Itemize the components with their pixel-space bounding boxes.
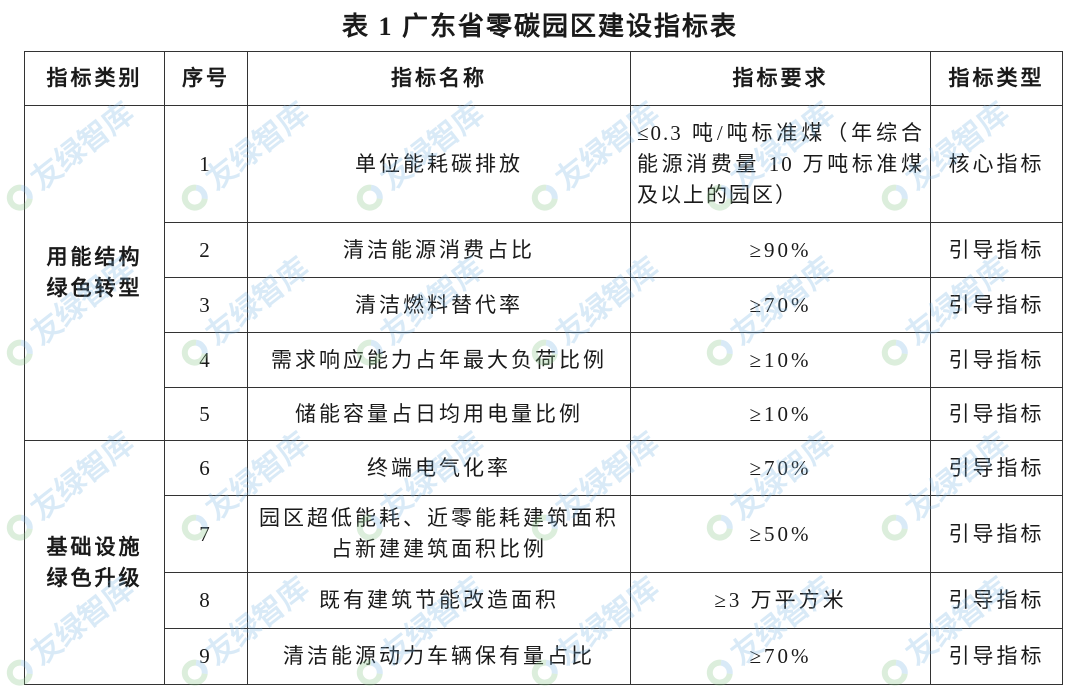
requirement-cell: ≥90% (630, 222, 931, 278)
number-cell: 5 (164, 387, 248, 441)
requirement-cell: ≥10% (630, 332, 931, 388)
requirement-cell: ≤0.3 吨/吨标准煤（年综合能源消费量 10 万吨标准煤及以上的园区） (630, 105, 931, 223)
type-cell: 引导指标 (930, 332, 1063, 388)
header-category: 指标类别 (24, 51, 165, 106)
number-cell: 3 (164, 277, 248, 333)
number-cell: 7 (164, 495, 248, 573)
requirement-cell: ≥70% (630, 440, 931, 496)
number-cell: 6 (164, 440, 248, 496)
type-cell: 核心指标 (930, 105, 1063, 223)
name-cell: 需求响应能力占年最大负荷比例 (247, 332, 631, 388)
name-cell: 清洁燃料替代率 (247, 277, 631, 333)
name-cell: 既有建筑节能改造面积 (247, 572, 631, 629)
type-cell: 引导指标 (930, 572, 1063, 629)
type-cell: 引导指标 (930, 628, 1063, 685)
number-cell: 2 (164, 222, 248, 278)
table-row: 8 既有建筑节能改造面积 ≥3 万平方米 引导指标 (25, 572, 1063, 629)
type-cell: 引导指标 (930, 277, 1063, 333)
table-row: 4 需求响应能力占年最大负荷比例 ≥10% 引导指标 (25, 332, 1063, 388)
name-cell: 单位能耗碳排放 (247, 105, 631, 223)
header-number: 序号 (164, 51, 248, 106)
type-cell: 引导指标 (930, 222, 1063, 278)
number-cell: 8 (164, 572, 248, 629)
table-row: 3 清洁燃料替代率 ≥70% 引导指标 (25, 277, 1063, 333)
header-requirement: 指标要求 (630, 51, 931, 106)
number-cell: 4 (164, 332, 248, 388)
requirement-cell: ≥70% (630, 277, 931, 333)
table-title: 表 1 广东省零碳园区建设指标表 (341, 12, 738, 41)
table-row: 5 储能容量占日均用电量比例 ≥10% 引导指标 (25, 387, 1063, 441)
table-row: 用能结构 绿色转型 1 单位能耗碳排放 ≤0.3 吨/吨标准煤（年综合能源消费量 10… (24, 105, 1063, 441)
type-cell: 引导指标 (930, 387, 1063, 441)
name-cell: 终端电气化率 (247, 440, 631, 496)
category-cell: 用能结构 绿色转型 (24, 105, 165, 441)
name-cell: 清洁能源消费占比 (247, 222, 631, 278)
table-row: 2 清洁能源消费占比 ≥90% 引导指标 (25, 222, 1063, 278)
requirement-cell: ≥50% (630, 495, 931, 573)
table-row: 7 园区超低能耗、近零能耗建筑面积占新建建筑面积比例 ≥50% 引导指标 (25, 495, 1063, 573)
name-cell: 储能容量占日均用电量比例 (247, 387, 631, 441)
requirement-cell: ≥10% (630, 387, 931, 441)
name-cell: 园区超低能耗、近零能耗建筑面积占新建建筑面积比例 (247, 495, 631, 573)
type-cell: 引导指标 (930, 495, 1063, 573)
requirement-cell: ≥70% (630, 628, 931, 685)
number-cell: 9 (164, 628, 248, 685)
category-cell: 基础设施 绿色升级 (24, 440, 165, 685)
type-cell: 引导指标 (930, 440, 1063, 496)
number-cell: 1 (164, 105, 248, 223)
header-row: 指标类别 序号 指标名称 指标要求 指标类型 (24, 51, 1063, 106)
requirement-cell: ≥3 万平方米 (630, 572, 931, 629)
header-type: 指标类型 (930, 51, 1063, 106)
table-row: 9 清洁能源动力车辆保有量占比 ≥70% 引导指标 (25, 628, 1063, 685)
indicator-table: 指标类别 序号 指标名称 指标要求 指标类型 用能结构 绿色转型 1 单位能耗碳排放… (24, 51, 1063, 685)
header-name: 指标名称 (247, 51, 631, 106)
table-row: 基础设施 绿色升级 6 终端电气化率 ≥70% 引导指标 (24, 440, 1063, 685)
name-cell: 清洁能源动力车辆保有量占比 (247, 628, 631, 685)
